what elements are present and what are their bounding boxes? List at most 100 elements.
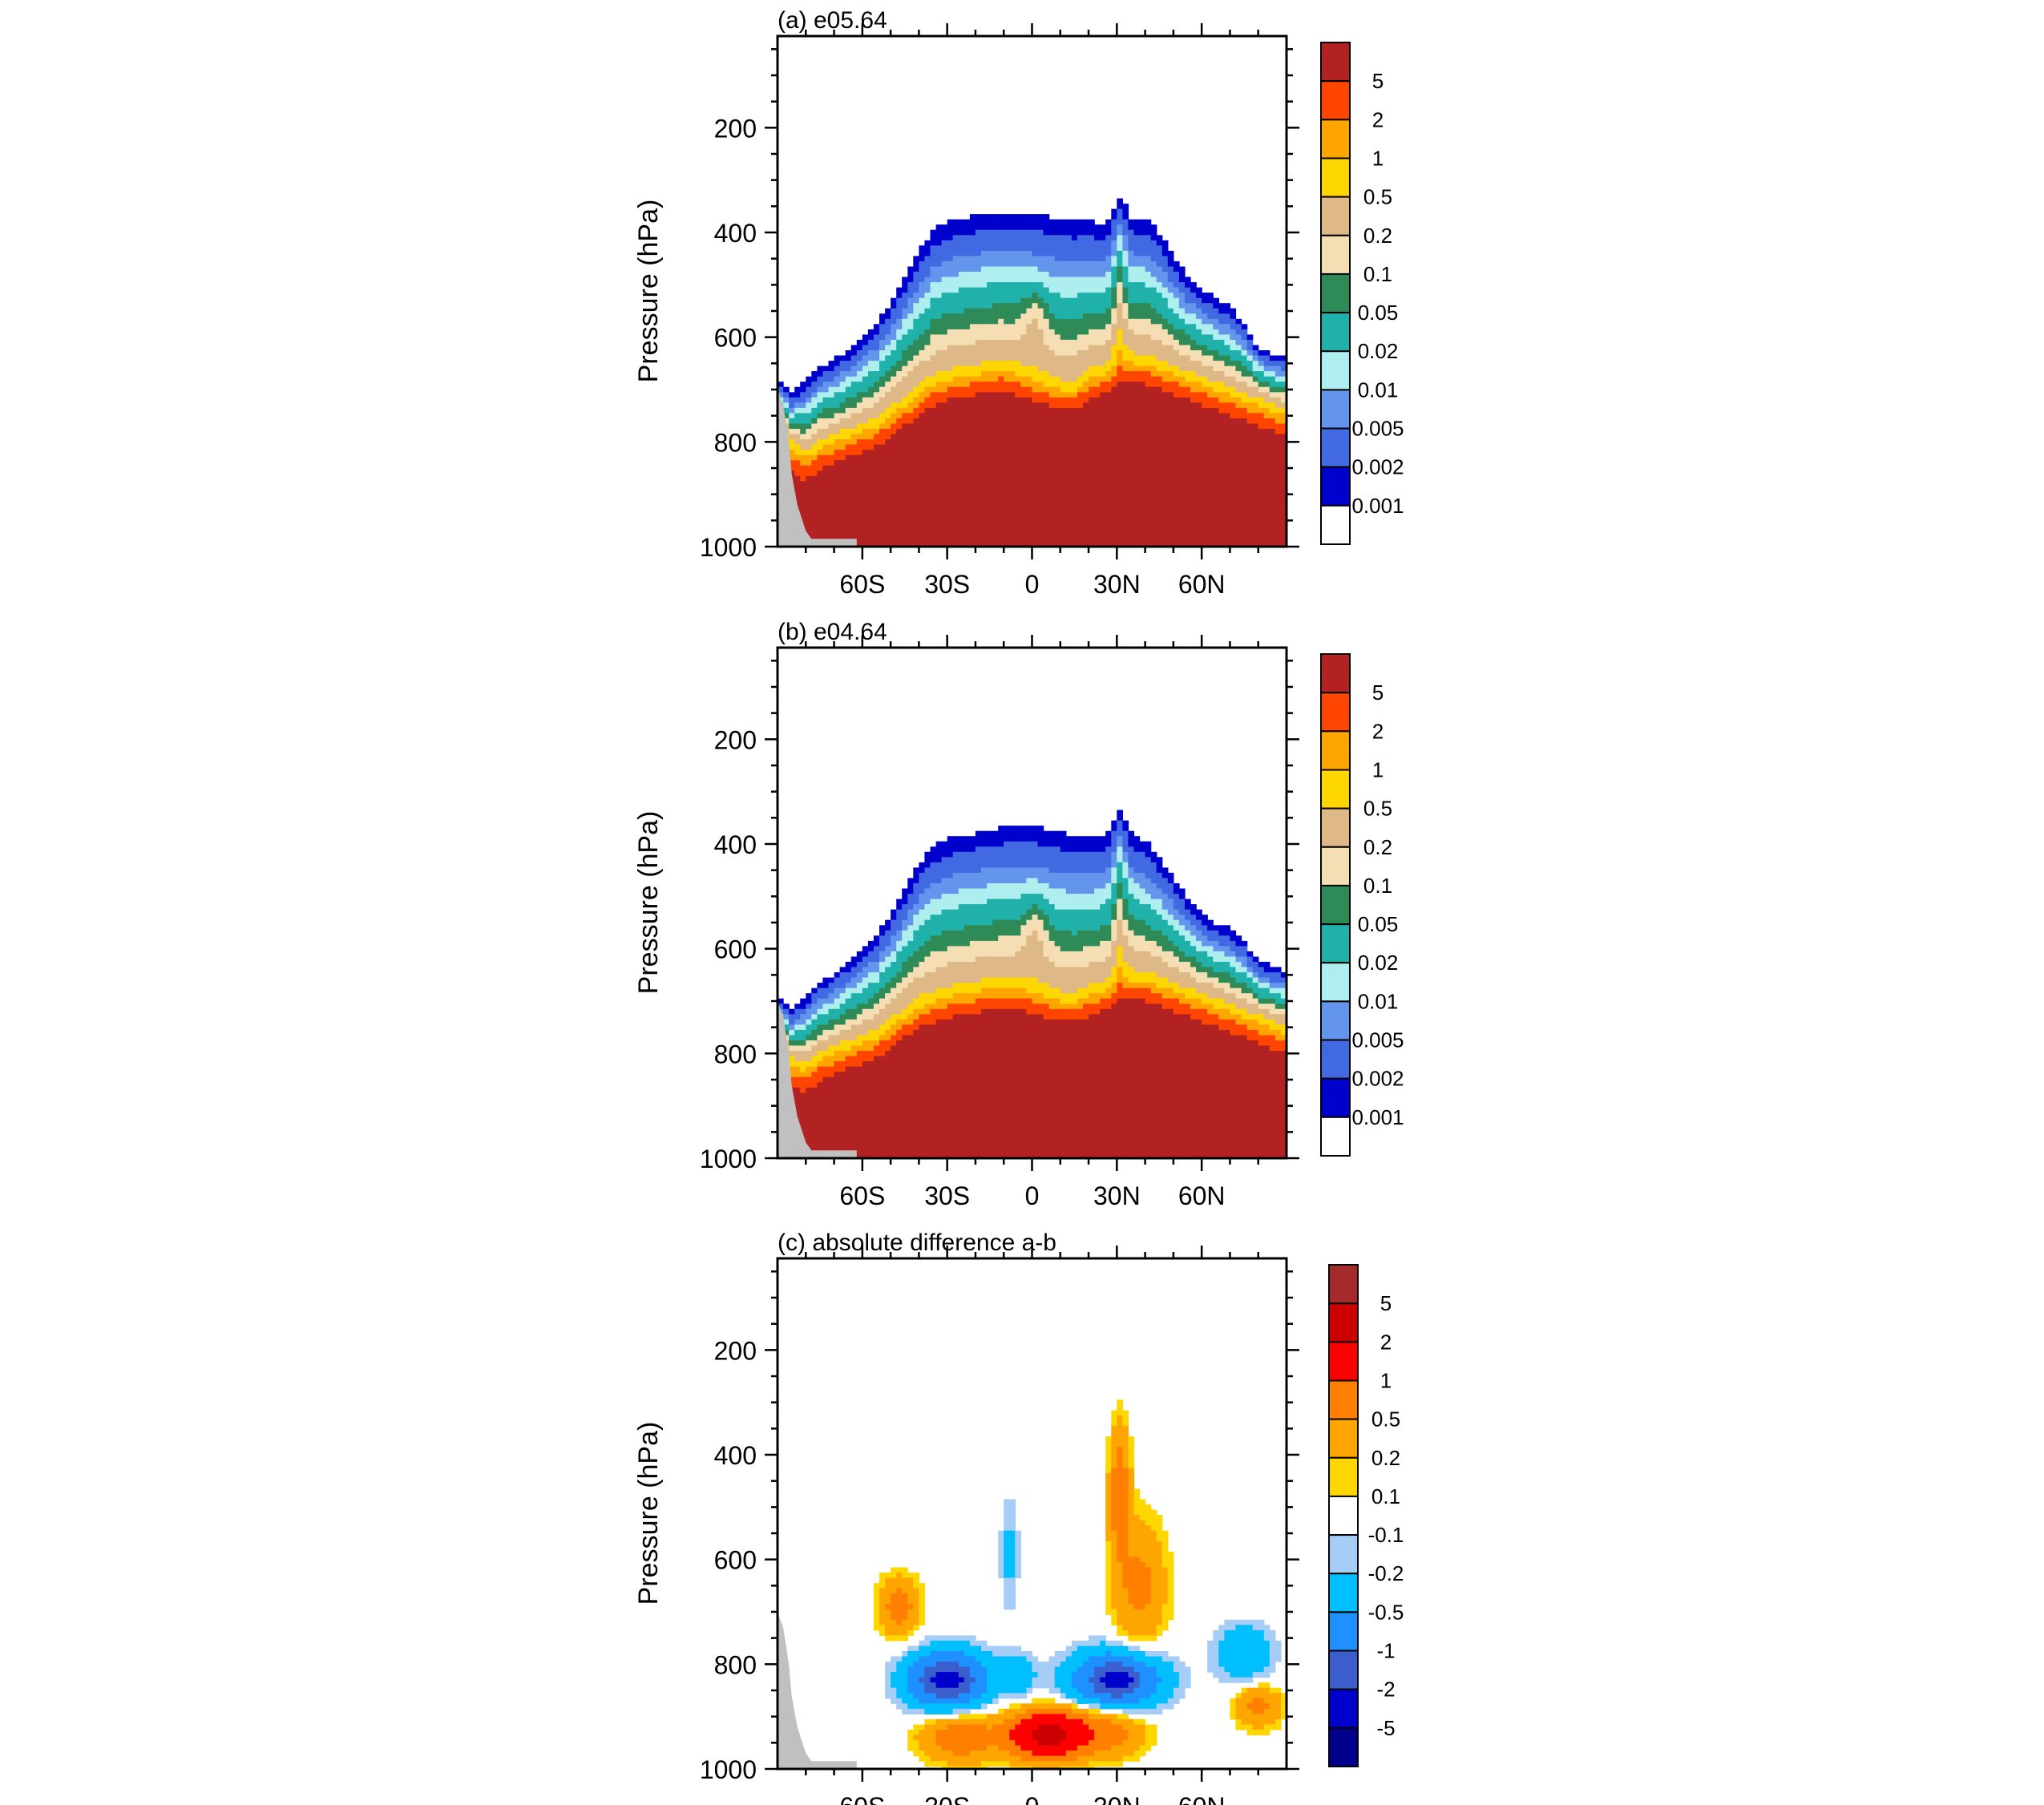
panel-c-field-cell xyxy=(1015,1724,1021,1746)
panel-a-field-cell xyxy=(1065,235,1072,262)
panel-b-field-cell xyxy=(834,1045,841,1052)
panel-b-field-cell xyxy=(930,1003,937,1010)
panel-a-field-cell xyxy=(800,382,806,393)
panel-c-field-cell xyxy=(963,1718,971,1725)
panel-a-field-cell xyxy=(794,454,801,461)
panel-a-field-cell xyxy=(1190,313,1197,325)
panel-b-field-cell xyxy=(1009,883,1016,900)
panel-b-field-cell xyxy=(1117,919,1123,947)
panel-c-field-cell xyxy=(1117,1718,1123,1725)
panel-b-field-cell xyxy=(845,1056,852,1068)
panel-b-field-cell xyxy=(947,909,954,931)
panel-b-field-cell xyxy=(913,1029,919,1158)
panel-b-field-cell xyxy=(1235,1024,1242,1036)
panel-a-field-cell xyxy=(969,308,976,325)
panel-c-field-cell xyxy=(1111,1410,1117,1427)
panel-b-field-cell xyxy=(1218,972,1225,983)
panel-b-field-cell xyxy=(902,962,908,979)
panel-a-field-cell xyxy=(845,371,852,378)
panel-a-x-tick-label: 30N xyxy=(1093,570,1141,599)
panel-c-field-cell xyxy=(1004,1750,1010,1762)
panel-c-field-cell xyxy=(1043,1698,1050,1704)
panel-a-field-cell xyxy=(1015,303,1021,320)
panel-a-field-cell xyxy=(856,402,863,414)
panel-b-field-cell xyxy=(1009,998,1016,1010)
panel-c-field-cell xyxy=(1117,1399,1123,1416)
panel-b-field-cell xyxy=(1054,846,1061,874)
panel-a-field-cell xyxy=(1122,250,1129,268)
panel-c-field-cell xyxy=(952,1672,959,1689)
panel-c-field-cell xyxy=(1065,1645,1072,1658)
panel-c-field-cell xyxy=(1117,1745,1123,1762)
panel-b-field-cell xyxy=(1128,946,1135,968)
panel-c-field-cell xyxy=(992,1745,999,1762)
panel-b-field-cell xyxy=(987,846,993,868)
panel-c-field-cell xyxy=(1100,1677,1106,1683)
panel-a-field-cell xyxy=(1235,371,1242,382)
panel-a-field-cell xyxy=(1178,376,1186,388)
panel-b-field-cell xyxy=(981,998,988,1010)
panel-b-field-cell xyxy=(1089,1014,1095,1158)
panel-b-field-cell xyxy=(856,962,863,973)
panel-a-field-cell xyxy=(1083,313,1089,335)
panel-a-field-cell xyxy=(873,434,880,446)
panel-c-field-cell xyxy=(1105,1714,1112,1720)
panel-c-field-cell xyxy=(1060,1766,1067,1769)
panel-b-field-cell xyxy=(806,1061,812,1068)
panel-a-field-cell xyxy=(924,308,931,330)
panel-b-x-tick-label: 0 xyxy=(1025,1181,1040,1210)
panel-c-field-cell xyxy=(975,1718,982,1725)
panel-b-field-cell xyxy=(867,1008,875,1020)
panel-c-field-cell xyxy=(1139,1718,1146,1725)
panel-b-field-cell xyxy=(941,857,948,878)
panel-a-field-cell xyxy=(1274,361,1282,367)
panel-b-field-cell xyxy=(947,998,954,1004)
panel-a-topography-mask xyxy=(778,390,857,547)
panel-b-field-cell xyxy=(1020,841,1028,868)
panel-b-field-cell xyxy=(822,1014,830,1025)
panel-a-field-cell xyxy=(1230,418,1237,547)
panel-c-field-cell xyxy=(1071,1708,1078,1714)
panel-c-field-cell xyxy=(913,1734,919,1741)
panel-b-field-cell xyxy=(822,1029,830,1041)
panel-b-field-cell xyxy=(856,1024,863,1036)
panel-a-field-cell xyxy=(806,423,812,430)
panel-a-field-cell xyxy=(981,324,988,341)
panel-a-field-cell xyxy=(924,329,931,346)
panel-b-field-cell xyxy=(879,987,886,999)
panel-a-field-cell xyxy=(1280,392,1287,403)
panel-c-field-cell xyxy=(1246,1677,1254,1683)
panel-b-field-cell xyxy=(885,930,891,947)
panel-a-field-cell xyxy=(1178,355,1186,372)
panel-b-field-cell xyxy=(879,1056,886,1158)
panel-a-colorbar-box xyxy=(1320,119,1351,160)
panel-b-field-cell xyxy=(1026,1014,1033,1158)
panel-a-field-cell xyxy=(778,392,784,398)
panel-b-field-cell xyxy=(1089,983,1095,994)
panel-b-field-cell xyxy=(1037,983,1044,994)
panel-a-field-cell xyxy=(1032,318,1039,367)
panel-b-field-cell xyxy=(811,1087,818,1158)
panel-a-field-cell xyxy=(1026,386,1033,398)
panel-a-field-cell xyxy=(1213,392,1219,398)
panel-a-field-cell xyxy=(935,371,943,382)
panel-b-colorbar-label: 0.2 xyxy=(1363,835,1392,859)
panel-a-field-cell xyxy=(1269,402,1276,414)
panel-a-field-cell xyxy=(850,434,858,446)
panel-c-field-cell xyxy=(1241,1677,1248,1683)
panel-a-field-cell xyxy=(981,371,988,382)
panel-b-field-cell xyxy=(839,987,846,994)
panel-c-field-cell xyxy=(1252,1730,1259,1736)
panel-a-field-cell xyxy=(1161,297,1169,320)
panel-c-field-cell xyxy=(998,1645,1004,1658)
panel-a-field-cell xyxy=(1083,219,1089,236)
panel-b-field-cell xyxy=(941,841,948,858)
panel-b-field-cell xyxy=(828,983,835,994)
panel-c-field-cell xyxy=(952,1640,959,1652)
panel-c-field-cell xyxy=(1077,1693,1084,1704)
panel-c-field-cell xyxy=(1145,1567,1152,1605)
panel-a-field-cell xyxy=(1015,397,1021,547)
panel-a-field-cell xyxy=(998,250,1004,268)
panel-a-field-cell xyxy=(1111,376,1117,388)
